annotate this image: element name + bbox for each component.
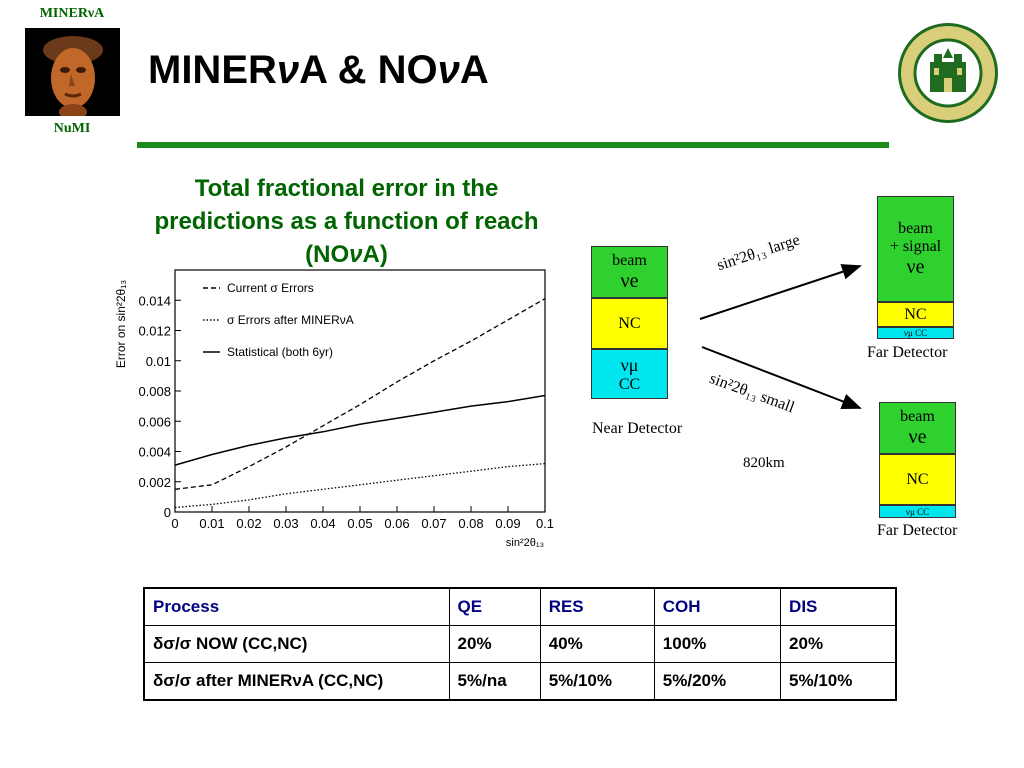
arrow-large bbox=[699, 264, 862, 320]
y-tick-label: 0.014 bbox=[138, 293, 171, 308]
near-nue-label: νe bbox=[620, 269, 639, 292]
logo-image bbox=[25, 28, 120, 120]
far-top-numu-box: νμ CC bbox=[877, 327, 954, 339]
x-tick-label: 0.04 bbox=[310, 516, 335, 531]
legend-label: σ Errors after MINERνA bbox=[227, 313, 354, 327]
table-header-cell: COH bbox=[653, 587, 782, 626]
y-tick-label: 0.002 bbox=[138, 475, 171, 490]
near-numu-label: νμ bbox=[620, 354, 639, 375]
error-vs-reach-chart: 0 0.01 0.02 0.03 0.04 0.05 0.06 0.07 0.08 0.09 0.1… bbox=[114, 269, 554, 549]
far-top-beam-label: beam bbox=[898, 219, 933, 237]
far-top-nue-label: νe bbox=[906, 255, 925, 278]
x-tick-label: 0.07 bbox=[421, 516, 446, 531]
far-bottom-nc-box: NC bbox=[879, 454, 956, 505]
distance-label: 820km bbox=[743, 455, 785, 471]
x-tick-label: 0.02 bbox=[236, 516, 261, 531]
series-line-dotted bbox=[174, 462, 546, 509]
legend-label: Statistical (both 6yr) bbox=[227, 345, 333, 359]
x-tick-label: 0.06 bbox=[384, 516, 409, 531]
far-bottom-numu-box: νμ CC bbox=[879, 505, 956, 518]
numi-logo-text: NuMI bbox=[53, 121, 91, 136]
near-beam-nue-box: beam νe bbox=[591, 246, 668, 298]
table-header-cell: Process bbox=[143, 587, 450, 626]
title-underline bbox=[137, 142, 889, 148]
table-cell: 100% bbox=[653, 625, 782, 663]
table-header-cell: RES bbox=[539, 587, 655, 626]
near-numu-cc-box: νμ CC bbox=[591, 349, 668, 399]
x-axis-label: sin²2θ₁₃ bbox=[506, 537, 544, 549]
legend-label: Current σ Errors bbox=[227, 281, 314, 295]
table-cell: 5%/10% bbox=[780, 662, 897, 701]
y-tick-label: 0 bbox=[164, 505, 171, 520]
far-bottom-beam-box: beam νe bbox=[879, 402, 956, 454]
table-cell: 20% bbox=[780, 625, 897, 663]
subtitle-line-2: predictions as a function of reach bbox=[154, 208, 539, 235]
far-bottom-nue-label: νe bbox=[908, 425, 927, 448]
x-tick-label: 0.01 bbox=[199, 516, 224, 531]
table-row: δσ/σ NOW (CC,NC) 20% 40% 100% 20% bbox=[143, 625, 897, 663]
y-tick-label: 0.008 bbox=[138, 384, 171, 399]
near-beam-label: beam bbox=[612, 251, 647, 269]
far-top-detector-label: Far Detector bbox=[867, 344, 948, 361]
oscillation-arrows bbox=[699, 264, 862, 409]
far-bottom-beam-label: beam bbox=[900, 407, 935, 425]
far-bottom-detector-label: Far Detector bbox=[877, 522, 958, 539]
near-cc-label: CC bbox=[618, 375, 641, 393]
y-tick-label: 0.01 bbox=[146, 354, 171, 369]
near-detector-label: Near Detector bbox=[592, 420, 683, 437]
table-cell: δσ/σ after MINERνA (CC,NC) bbox=[143, 662, 450, 701]
x-tick-label: 0.03 bbox=[273, 516, 298, 531]
x-tick-label: 0 bbox=[171, 516, 178, 531]
table-cell: 5%/na bbox=[448, 662, 541, 701]
seal-icon bbox=[898, 23, 998, 123]
x-tick-label: 0.1 bbox=[536, 516, 554, 531]
near-nc-box: NC bbox=[591, 298, 668, 349]
table-cell: δσ/σ NOW (CC,NC) bbox=[143, 625, 450, 663]
subtitle-line-1: Total fractional error in the bbox=[194, 175, 499, 202]
series-line-solid bbox=[174, 394, 546, 466]
table-header-cell: QE bbox=[448, 587, 541, 626]
table-header-cell: DIS bbox=[780, 587, 897, 626]
series-line-dashed bbox=[174, 298, 546, 490]
page-title: MINERνA & NOνA bbox=[148, 48, 489, 92]
y-tick-label: 0.004 bbox=[138, 445, 171, 460]
table-cell: 20% bbox=[448, 625, 541, 663]
x-tick-label: 0.05 bbox=[347, 516, 372, 531]
far-top-signal-box: beam + signal νe bbox=[877, 196, 954, 302]
table-cell: 5%/10% bbox=[539, 662, 655, 701]
statue-icon bbox=[25, 28, 120, 120]
table-header-row: Process QE RES COH DIS bbox=[143, 587, 897, 626]
minerva-logo-text: MINERνA bbox=[39, 6, 105, 21]
y-tick-label: 0.012 bbox=[138, 324, 171, 339]
y-tick-label: 0.006 bbox=[138, 414, 171, 429]
table-cell: 5%/20% bbox=[653, 662, 782, 701]
chart-subtitle: Total fractional error in the prediction… bbox=[100, 172, 593, 271]
x-tick-label: 0.09 bbox=[495, 516, 520, 531]
y-axis-label: Error on sin²2θ₁₃ bbox=[114, 280, 128, 368]
cross-section-table: Process QE RES COH DIS δσ/σ NOW (CC,NC) 20% 40%… bbox=[143, 587, 897, 701]
far-top-signal-label: + signal bbox=[889, 237, 942, 255]
table-row: δσ/σ after MINERνA (CC,NC) 5%/na 5%/10% 5%/… bbox=[143, 662, 897, 701]
x-tick-label: 0.08 bbox=[458, 516, 483, 531]
table-cell: 40% bbox=[539, 625, 655, 663]
far-top-nc-box: NC bbox=[877, 302, 954, 327]
arrow-small bbox=[701, 346, 862, 409]
college-seal bbox=[896, 18, 1000, 128]
subtitle-line-3: (NOνA) bbox=[305, 241, 388, 268]
